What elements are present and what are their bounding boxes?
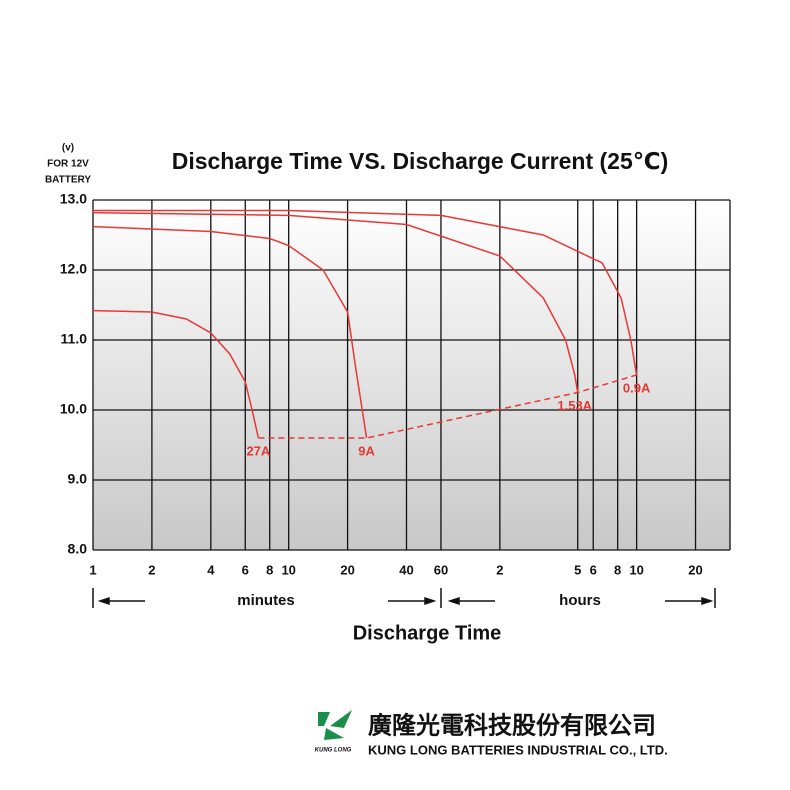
x-tick-label: 10 [281,562,295,577]
x-tick-label: 8 [614,562,621,577]
x-tick-label: 10 [629,562,643,577]
x-tick-label: 2 [496,562,503,577]
unit-brackets [92,588,716,608]
y-label: (v) [62,143,74,154]
y-tick-label: 10.0 [60,401,87,417]
x-unit: minutes [237,592,295,609]
chart-title: Discharge Time VS. Discharge Current (25… [172,148,669,174]
series-line [93,209,638,376]
x-tick-label: 6 [590,562,597,577]
x-tick-label: 8 [266,562,273,577]
series-label: 0.9A [623,380,651,395]
y-tick-label: 13.0 [60,191,87,207]
x-tick-label: 60 [434,562,448,577]
y-tick-label: 12.0 [60,261,87,277]
y-tick-label: 8.0 [68,541,88,557]
x-unit: hours [559,592,601,609]
series-label: 1.53A [557,398,592,413]
x-tick-label: 4 [207,562,215,577]
series-line [92,225,368,439]
x-tick-label: 40 [399,562,413,577]
series-line [92,309,260,439]
logo-mark: KUNG LONG [315,748,352,754]
x-label: Discharge Time [353,622,502,644]
plot-background [93,200,730,550]
series-label: 9A [358,443,375,458]
x-tick-label: 5 [574,562,581,577]
cutoff-line [258,374,637,439]
logo-icon [318,710,352,740]
y-label: FOR 12V [47,159,89,170]
x-tick-label: 1 [89,562,96,577]
y-label: BATTERY [45,175,91,186]
x-tick-label: 2 [148,562,155,577]
x-tick-label: 20 [688,562,702,577]
series-label: 27A [246,443,270,458]
x-tick-label: 6 [242,562,249,577]
series-line [92,211,579,393]
x-tick-label: 20 [340,562,354,577]
company-chinese: 廣隆光電科技股份有限公司 [368,711,656,739]
y-tick-label: 9.0 [68,471,88,487]
y-tick-label: 11.0 [61,331,88,347]
company-english: KUNG LONG BATTERIES INDUSTRIAL CO., LTD. [368,742,668,757]
